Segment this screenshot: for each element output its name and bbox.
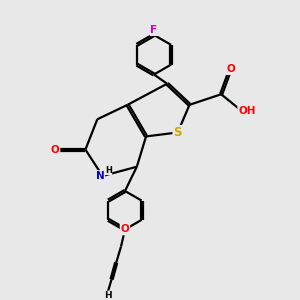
Text: H: H <box>104 291 111 300</box>
Text: N: N <box>95 171 104 181</box>
Text: F: F <box>150 25 158 35</box>
Text: H: H <box>105 166 112 175</box>
Text: S: S <box>173 126 182 139</box>
Text: OH: OH <box>238 106 256 116</box>
Text: O: O <box>51 145 59 154</box>
Text: O: O <box>121 224 129 235</box>
Text: O: O <box>226 64 235 74</box>
